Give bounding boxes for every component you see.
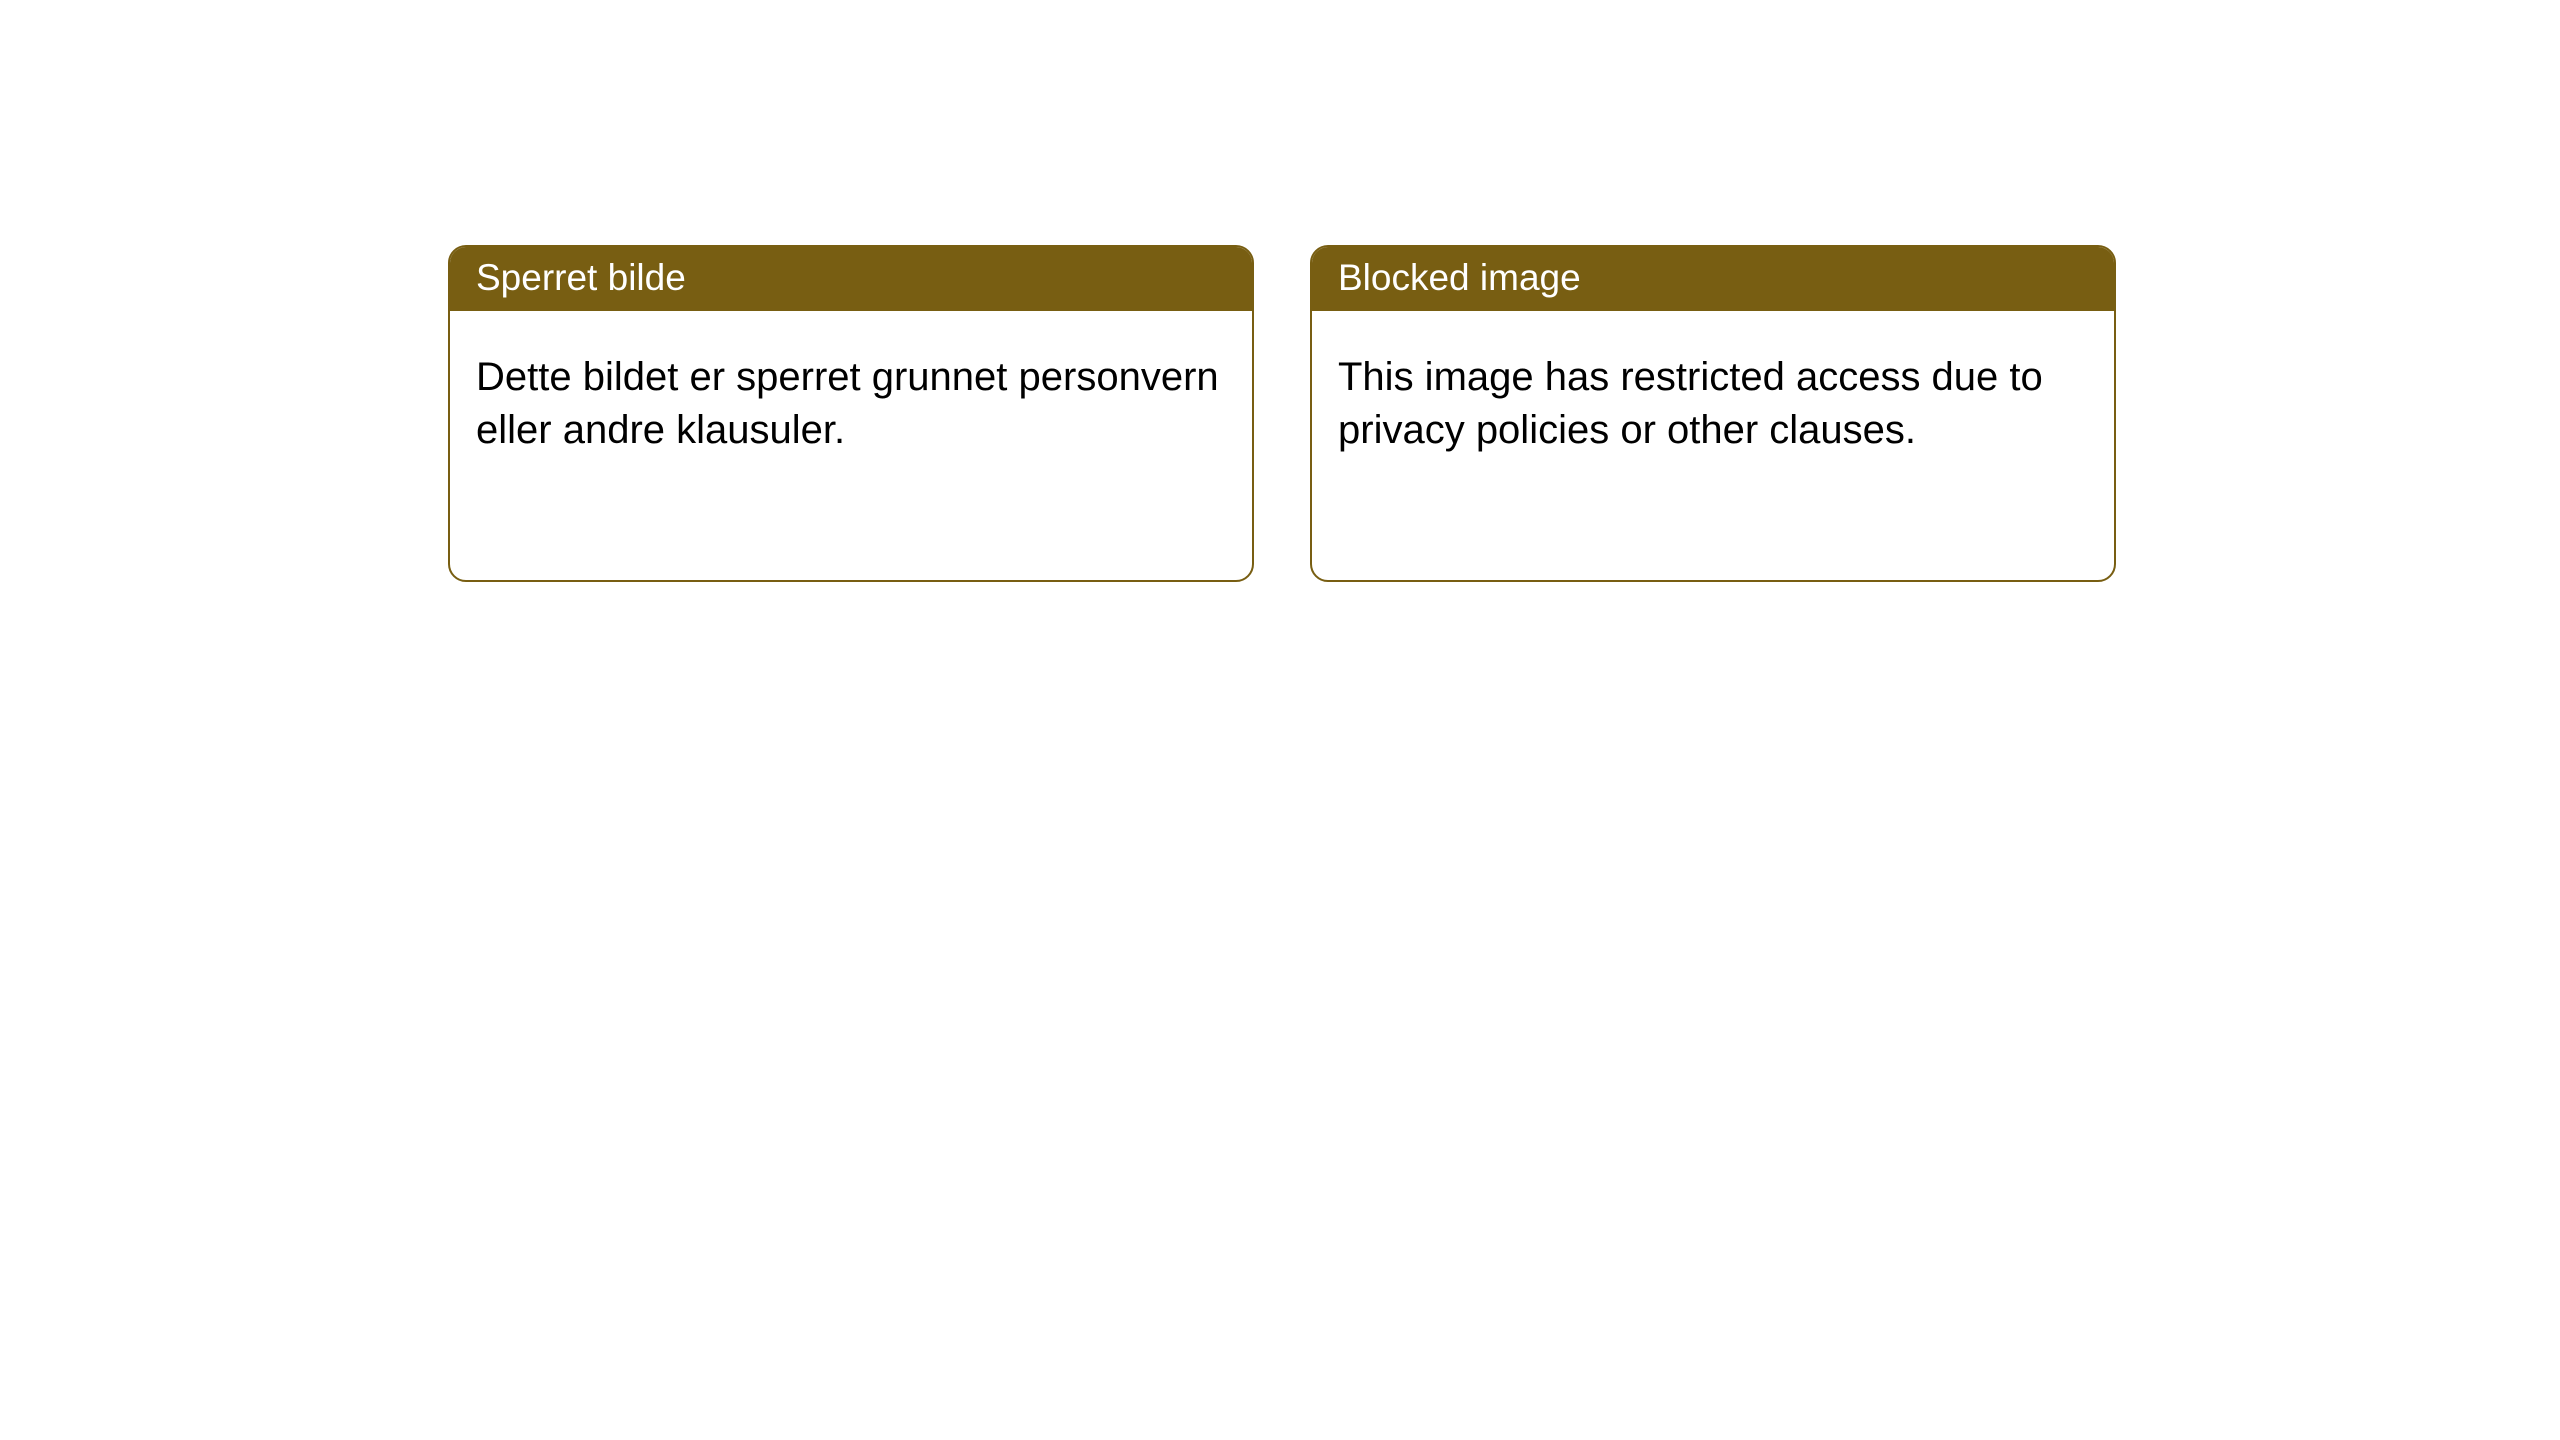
notice-card-english: Blocked image This image has restricted … (1310, 245, 2116, 582)
notice-title: Blocked image (1338, 257, 1581, 298)
notice-text: Dette bildet er sperret grunnet personve… (476, 355, 1219, 452)
notice-title: Sperret bilde (476, 257, 686, 298)
notice-container: Sperret bilde Dette bildet er sperret gr… (0, 0, 2560, 582)
notice-header: Sperret bilde (450, 247, 1252, 311)
notice-body: Dette bildet er sperret grunnet personve… (450, 311, 1252, 483)
notice-body: This image has restricted access due to … (1312, 311, 2114, 483)
notice-header: Blocked image (1312, 247, 2114, 311)
notice-card-norwegian: Sperret bilde Dette bildet er sperret gr… (448, 245, 1254, 582)
notice-text: This image has restricted access due to … (1338, 355, 2043, 452)
